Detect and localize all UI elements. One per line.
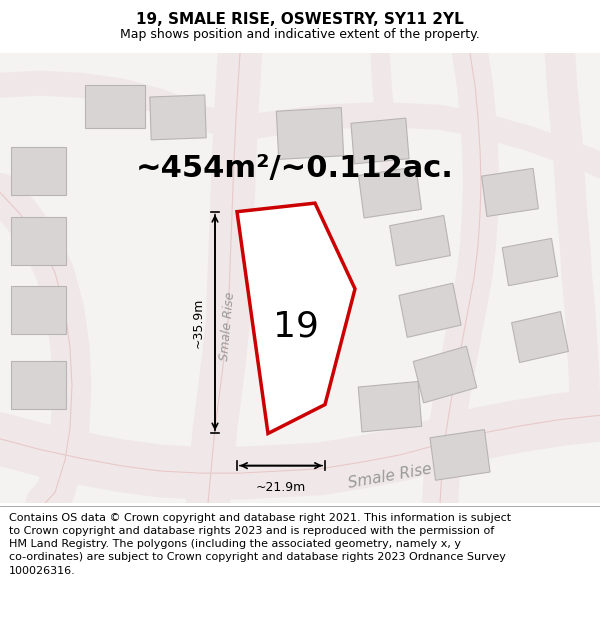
Bar [150,95,206,140]
Bar [11,361,65,409]
Text: ~35.9m: ~35.9m [192,298,205,348]
Bar [277,107,344,159]
Text: Smale Rise: Smale Rise [347,462,433,491]
Bar [389,216,451,266]
Bar [512,312,568,362]
Text: Contains OS data © Crown copyright and database right 2021. This information is : Contains OS data © Crown copyright and d… [9,513,511,576]
Text: Map shows position and indicative extent of the property.: Map shows position and indicative extent… [120,28,480,41]
Bar [358,381,422,432]
Text: 19, SMALE RISE, OSWESTRY, SY11 2YL: 19, SMALE RISE, OSWESTRY, SY11 2YL [136,12,464,27]
Bar [358,167,422,218]
Polygon shape [237,203,355,434]
Bar [11,286,65,334]
Text: Smale Rise: Smale Rise [218,291,238,361]
Bar [85,85,145,128]
Bar [430,429,490,480]
Text: ~21.9m: ~21.9m [256,481,306,494]
Bar [11,147,65,195]
Text: ~454m²/~0.112ac.: ~454m²/~0.112ac. [136,154,454,183]
Text: 19: 19 [273,309,319,343]
Bar [413,346,477,403]
Bar [399,283,461,338]
Bar [11,216,65,265]
Bar [351,118,409,164]
Bar [482,168,538,216]
Bar [502,238,558,286]
